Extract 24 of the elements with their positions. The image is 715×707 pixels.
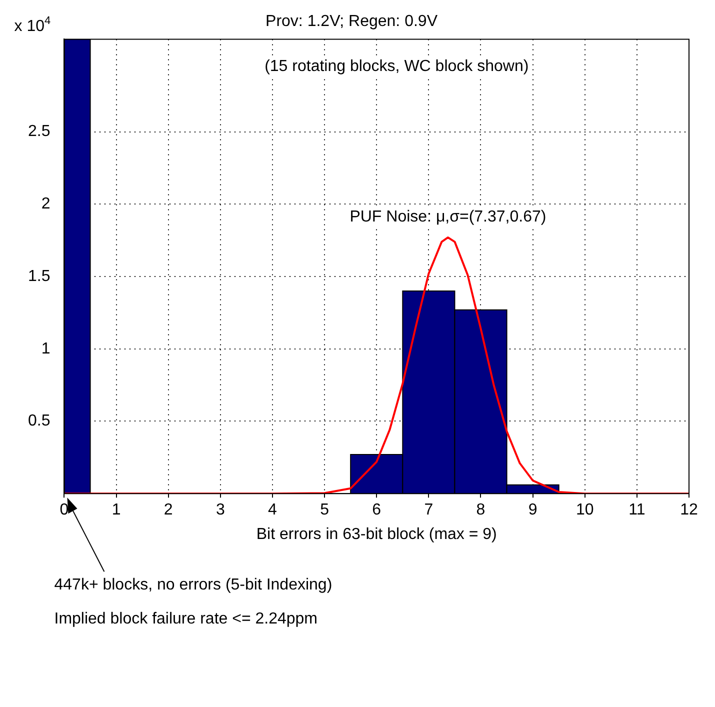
- y-tick-label: 1.5: [28, 268, 50, 285]
- y-tick-label: 2.5: [28, 123, 50, 140]
- y-tick-label: 2: [41, 196, 50, 213]
- y-tick-label: 1: [41, 340, 50, 358]
- annotation: PUF Noise: μ,σ=(7.37,0.67): [350, 208, 546, 226]
- x-tick-label: 5: [320, 502, 330, 519]
- text: Implied block failure rate <= 2.24ppm: [54, 610, 318, 628]
- chart-title: Prov: 1.2V; Regen: 0.9V: [266, 13, 438, 30]
- x-tick-label: 10: [576, 502, 594, 519]
- x-tick-label: 12: [680, 502, 698, 519]
- x-tick-label: 1: [112, 502, 121, 519]
- x-tick-label: 2: [164, 502, 173, 519]
- annotation: (15 rotating blocks, WC block shown): [264, 58, 529, 76]
- x-tick-label: 0: [60, 502, 69, 519]
- text: 447k+ blocks, no errors (5-bit Indexing): [54, 576, 332, 594]
- x-tick-label: 6: [372, 502, 382, 519]
- y-tick-label: 0.5: [28, 412, 50, 430]
- x-tick-label: 8: [476, 502, 486, 519]
- x-tick-label: 9: [528, 502, 538, 519]
- x-tick-label: 11: [628, 502, 646, 519]
- x-tick-label: 3: [216, 502, 225, 519]
- x-tick-label: 4: [268, 502, 278, 519]
- x-axis-title: Bit errors in 63-bit block (max = 9): [256, 526, 497, 543]
- x-tick-label: 7: [424, 502, 434, 519]
